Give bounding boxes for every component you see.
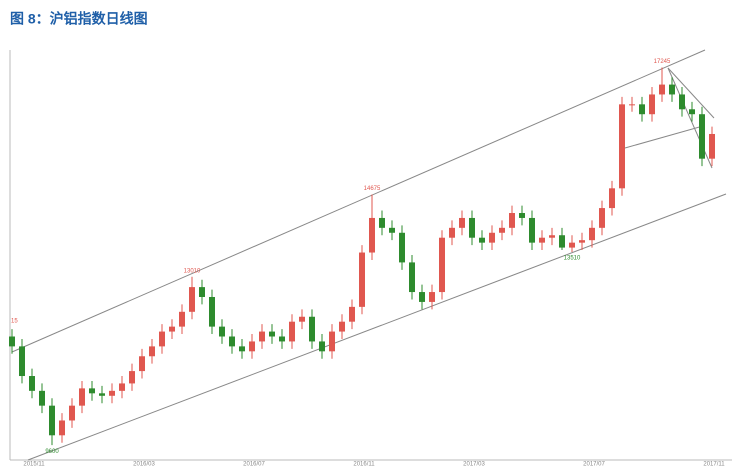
candle-body: [109, 390, 115, 396]
candle-body: [319, 341, 325, 352]
candle-body: [409, 262, 415, 293]
candle-body: [489, 232, 495, 243]
candle-body: [379, 217, 385, 228]
x-tick-label: 2017/03: [463, 462, 485, 468]
candle-body: [679, 94, 685, 110]
candle-body: [209, 296, 215, 327]
candle-body: [629, 104, 635, 106]
candle-body: [399, 232, 405, 263]
candle-body: [439, 237, 445, 293]
candle-body: [349, 306, 355, 322]
candle-body: [249, 341, 255, 352]
candle-body: [549, 235, 555, 238]
triangle-lower: [624, 125, 704, 149]
chart-title: 图 8：沪铝指数日线图: [10, 11, 148, 27]
candle-body: [469, 217, 475, 238]
candle-body: [69, 405, 75, 421]
candle-body: [9, 336, 15, 347]
candle-body: [269, 331, 275, 337]
candle-body: [49, 405, 55, 436]
candle-body: [449, 227, 455, 238]
candle-body: [139, 356, 145, 372]
annotation: 15: [11, 319, 18, 325]
candle-body: [129, 371, 135, 384]
candle-body: [389, 227, 395, 233]
annotation: 13010: [184, 268, 201, 274]
candle-body: [539, 237, 545, 243]
candle-body: [639, 104, 645, 115]
candle-body: [579, 240, 585, 243]
candle-body: [339, 321, 345, 332]
candle-body: [699, 114, 705, 159]
triangle-upper: [667, 67, 715, 119]
candle-body: [279, 336, 285, 342]
down-channel: [667, 67, 713, 169]
candle-body: [309, 316, 315, 342]
x-tick-label: 2015/11: [23, 462, 45, 468]
candle-body: [519, 213, 525, 218]
candle-body: [369, 217, 375, 253]
candle-body: [289, 321, 295, 342]
candle-body: [179, 311, 185, 327]
lower-channel: [27, 193, 727, 461]
candle-body: [149, 346, 155, 357]
candle-body: [159, 331, 165, 347]
candle-body: [169, 326, 175, 332]
x-tick-label: 2016/07: [243, 462, 265, 468]
candle-body: [59, 420, 65, 436]
candle-body: [459, 217, 465, 228]
candle-body: [589, 227, 595, 241]
candle-body: [499, 227, 505, 233]
candle-body: [119, 383, 125, 391]
candle-body: [89, 388, 95, 394]
candle-body: [669, 84, 675, 95]
candle-body: [509, 213, 515, 228]
candle-body: [419, 292, 425, 302]
candle-body: [79, 388, 85, 406]
candle-body: [229, 336, 235, 347]
candle-body: [199, 287, 205, 297]
candle-body: [709, 133, 715, 159]
candle-body: [559, 235, 565, 248]
candle-body: [39, 390, 45, 406]
candle-body: [219, 326, 225, 337]
x-tick-label: 2016/11: [353, 462, 375, 468]
candle-body: [239, 346, 245, 352]
x-tick-label: 2017/11: [703, 462, 725, 468]
trend-lines: [11, 49, 727, 461]
candle-body: [189, 287, 195, 312]
candle-body: [649, 94, 655, 115]
candle-body: [359, 252, 365, 307]
candle-body: [329, 331, 335, 352]
candle-body: [29, 376, 35, 391]
candle-body: [529, 217, 535, 243]
candle-body: [619, 104, 625, 189]
annotation: 13510: [564, 256, 581, 262]
annotation: 17245: [654, 59, 671, 65]
candle-body: [259, 331, 265, 342]
candle-body: [659, 84, 665, 95]
candle-body: [569, 242, 575, 248]
candle-body: [19, 346, 25, 377]
candle-body: [479, 237, 485, 243]
candle-body: [429, 292, 435, 302]
annotation: 14675: [364, 186, 381, 192]
candle-body: [609, 188, 615, 209]
candle-body: [99, 393, 105, 396]
candle-body: [599, 208, 605, 228]
candle-body: [689, 109, 695, 115]
upper-channel: [11, 49, 706, 353]
x-tick-label: 2017/07: [583, 462, 605, 468]
candle-body: [299, 316, 305, 322]
annotation: 9600: [45, 449, 59, 455]
x-tick-label: 2016/03: [133, 462, 155, 468]
